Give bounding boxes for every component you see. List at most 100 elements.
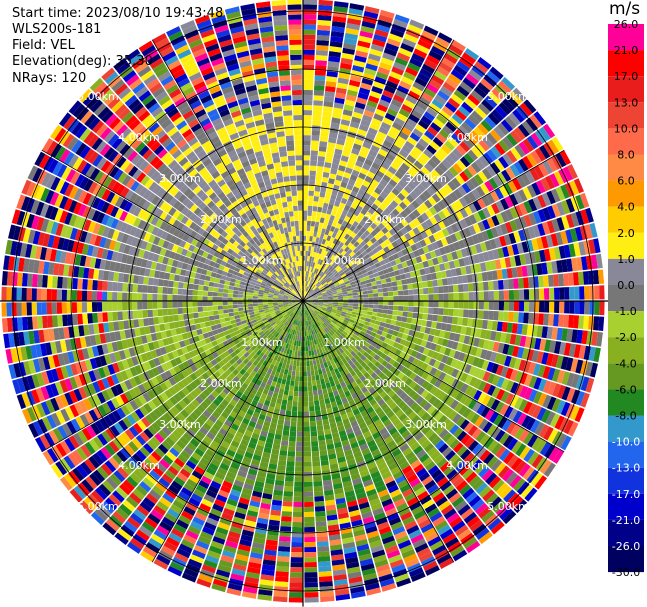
velocity-gate (378, 126, 389, 135)
velocity-gate (373, 383, 381, 391)
velocity-gate (458, 258, 466, 267)
velocity-gate (349, 174, 358, 182)
velocity-gate (382, 199, 390, 208)
velocity-gate (306, 230, 310, 236)
velocity-gate (370, 254, 377, 261)
velocity-gate (566, 372, 575, 387)
velocity-gate (428, 234, 436, 244)
velocity-gate (360, 368, 367, 375)
velocity-gate (513, 127, 526, 141)
velocity-gate (310, 221, 316, 227)
velocity-gate (491, 386, 501, 399)
velocity-gate (518, 312, 524, 323)
velocity-gate (353, 60, 366, 68)
velocity-gate (522, 228, 531, 240)
velocity-gate (409, 150, 420, 160)
velocity-gate (309, 308, 314, 313)
velocity-gate (306, 304, 311, 309)
velocity-gate (380, 382, 389, 391)
velocity-gate (449, 233, 458, 243)
velocity-gate (367, 311, 373, 316)
velocity-gate (506, 492, 520, 507)
velocity-gate (336, 267, 342, 273)
velocity-gate (305, 281, 308, 287)
velocity-gate (584, 301, 590, 315)
velocity-gate (351, 116, 362, 124)
velocity-gate (519, 102, 533, 117)
velocity-gate (321, 116, 332, 123)
velocity-gate (313, 486, 323, 492)
velocity-gate (438, 286, 444, 294)
velocity-gate (376, 244, 383, 252)
velocity-gate (325, 311, 331, 315)
velocity-gate (539, 249, 547, 262)
velocity-gate (374, 361, 382, 368)
velocity-gate (454, 360, 463, 370)
velocity-gate (410, 401, 419, 411)
velocity-gate (320, 409, 327, 416)
velocity-gate (526, 349, 535, 361)
velocity-gate (471, 428, 482, 440)
velocity-gate (400, 188, 410, 198)
velocity-gate (380, 211, 388, 219)
velocity-gate (512, 109, 525, 123)
velocity-gate (294, 481, 303, 487)
velocity-gate (385, 195, 394, 204)
velocity-gate (317, 546, 330, 552)
velocity-gate (474, 158, 486, 171)
velocity-gate (362, 215, 369, 223)
velocity-gate (422, 245, 430, 254)
velocity-gate (478, 380, 487, 392)
velocity-gate (358, 382, 365, 390)
velocity-gate (427, 484, 439, 495)
velocity-gate (303, 39, 316, 45)
velocity-gate (333, 297, 339, 300)
velocity-gate (312, 303, 318, 305)
velocity-gate (593, 316, 600, 331)
velocity-gate (316, 307, 322, 310)
velocity-gate (309, 411, 316, 417)
velocity-gate (371, 390, 379, 399)
velocity-gate (400, 321, 407, 328)
velocity-gate (463, 292, 469, 301)
velocity-gate (356, 45, 370, 53)
velocity-gate (361, 386, 368, 394)
velocity-gate (350, 283, 357, 288)
velocity-gate (542, 380, 552, 394)
velocity-gate (296, 366, 300, 372)
velocity-gate (473, 309, 479, 319)
velocity-gate (308, 288, 313, 294)
velocity-gate (341, 323, 347, 329)
velocity-gate (338, 72, 350, 80)
velocity-gate (401, 404, 410, 413)
velocity-gate (523, 277, 529, 289)
velocity-gate (310, 246, 315, 252)
velocity-gate (556, 370, 566, 384)
velocity-gate (277, 551, 290, 557)
velocity-gate (430, 272, 437, 280)
velocity-gate (467, 355, 476, 365)
velocity-gate (303, 24, 316, 30)
velocity-gate (424, 327, 431, 335)
velocity-gate (448, 349, 456, 358)
velocity-gate (473, 126, 486, 139)
velocity-gate (524, 336, 532, 348)
velocity-gate (359, 256, 366, 263)
velocity-gate (316, 306, 322, 310)
velocity-gate (325, 152, 334, 159)
velocity-gate (349, 251, 356, 257)
velocity-gate (362, 180, 371, 188)
velocity-gate (351, 253, 358, 260)
velocity-gate (437, 279, 443, 287)
velocity-gate (440, 237, 449, 247)
velocity-gate (531, 350, 539, 363)
velocity-gate (388, 212, 396, 220)
velocity-gate (411, 53, 425, 63)
velocity-gate (495, 364, 504, 376)
velocity-gate (312, 262, 316, 268)
velocity-gate (317, 276, 322, 282)
velocity-gate (421, 319, 428, 327)
velocity-gate (506, 245, 515, 256)
velocity-gate (298, 386, 303, 392)
velocity-gate (473, 86, 487, 99)
